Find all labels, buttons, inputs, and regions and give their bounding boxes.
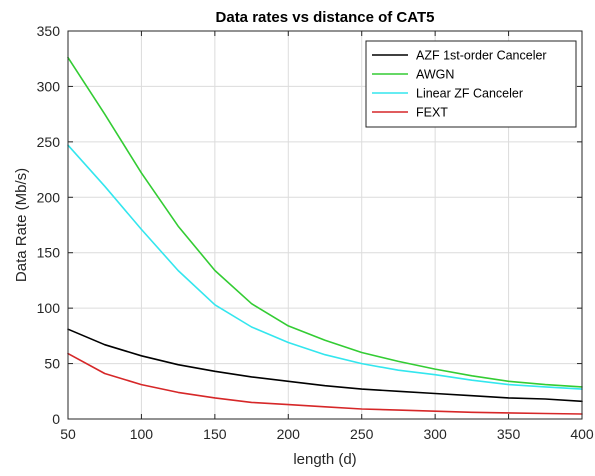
series-line-fext (67, 352, 583, 415)
x-axis-label: length (d) (293, 451, 356, 468)
y-tick-label: 0 (52, 411, 60, 427)
x-tick-label: 300 (423, 426, 447, 442)
y-tick-label: 50 (44, 356, 60, 372)
legend-label-awgn: AWGN (416, 68, 454, 82)
axes-frame (67, 30, 583, 420)
y-axis-label: Data Rate (Mb/s) (13, 168, 30, 282)
x-tick-label: 150 (203, 426, 227, 442)
x-tick-label: 350 (497, 426, 521, 442)
x-tick-label: 100 (130, 426, 154, 442)
ticks: 50 100 150 200 250 300 350 40005010015020025030… (37, 23, 594, 442)
series-line-linear-zf-canceler (67, 144, 583, 390)
legend-label-azf-1st-order-canceler: AZF 1st-order Canceler (416, 49, 547, 63)
y-tick-label: 250 (37, 134, 61, 150)
legend-items: AZF 1st-order Canceler AWGN Linear ZF Canc… (372, 49, 547, 120)
y-tick-label: 150 (37, 245, 61, 261)
y-tick-label: 200 (37, 189, 61, 205)
x-tick-label: 250 (350, 426, 374, 442)
legend: AZF 1st-order Canceler AWGN Linear ZF Canc… (365, 40, 577, 128)
y-tick-label: 300 (37, 78, 61, 94)
y-tick-label: 350 (37, 23, 61, 39)
chart-title: Data rates vs distance of CAT5 (216, 9, 435, 26)
series-line-awgn (67, 56, 583, 388)
x-tick-label: 50 (60, 426, 76, 442)
series-line-azf-1st-order-canceler (67, 328, 583, 403)
legend-label-fext: FEXT (416, 106, 448, 120)
y-tick-label: 100 (37, 300, 61, 316)
legend-label-linear-zf-canceler: Linear ZF Canceler (416, 87, 523, 101)
x-tick-label: 200 (277, 426, 301, 442)
x-tick-label: 400 (570, 426, 594, 442)
series-layer (67, 56, 583, 415)
